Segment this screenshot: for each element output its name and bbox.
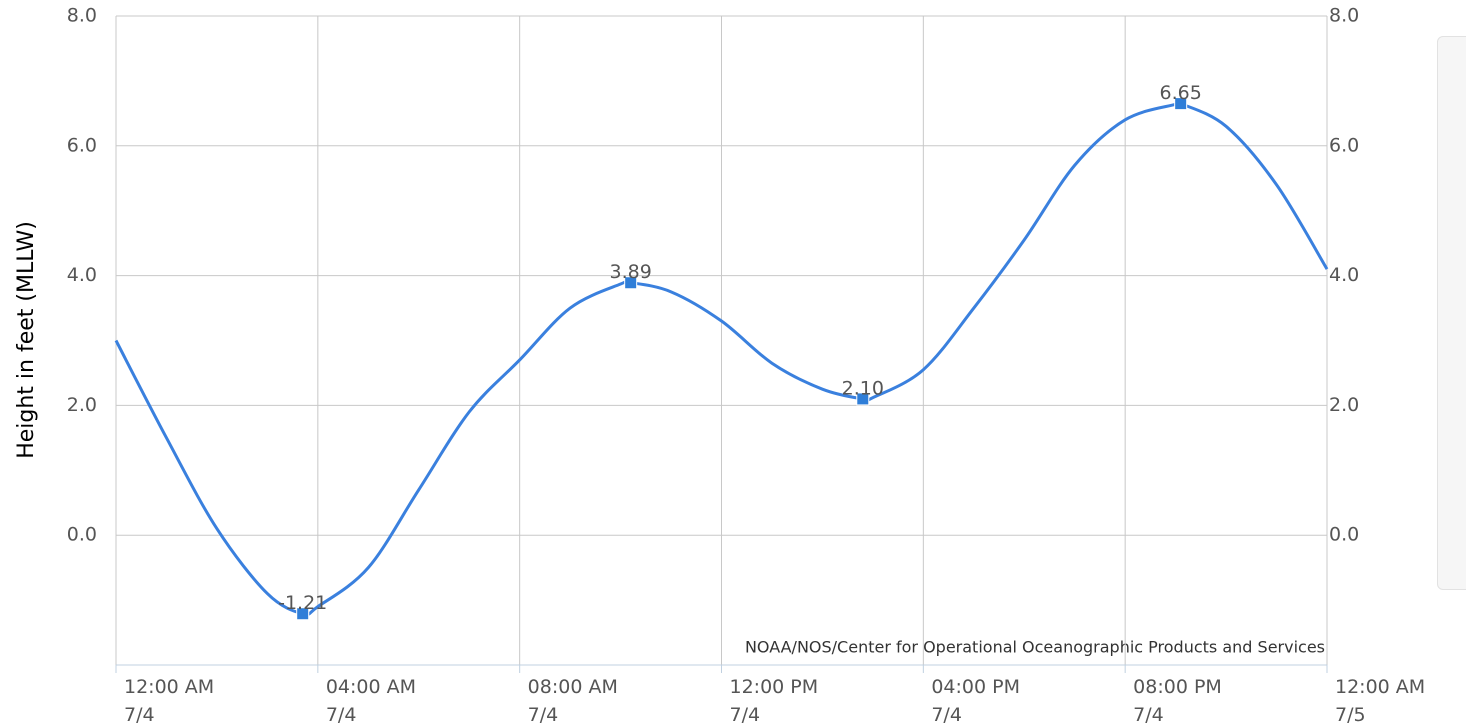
x-tick-label: 04:00 AM 7/4	[325, 676, 417, 724]
y2-tick-label: 6.0	[1329, 134, 1359, 156]
x-tick-label: 12:00 AM 7/4	[124, 676, 215, 724]
data-label: -1.21	[278, 592, 327, 614]
y-tick-label: 2.0	[67, 394, 97, 416]
y2-tick-label: 4.0	[1329, 264, 1359, 286]
grid	[115, 15, 1328, 665]
marker	[296, 607, 310, 621]
y-tick-label: 8.0	[67, 5, 97, 27]
credits: NOAA/NOS/Center for Operational Oceanogr…	[745, 638, 1325, 657]
x-tick-label: 12:00 PM 7/4	[729, 676, 819, 724]
data-label: 3.89	[610, 261, 652, 283]
x-tick-label: 08:00 PM 7/4	[1133, 676, 1222, 724]
y-axis-title: Height in feet (MLLW)	[14, 221, 39, 459]
y-tick-label: 0.0	[67, 524, 97, 546]
x-tick-label: 08:00 AM 7/4	[527, 676, 618, 724]
x-tick-label: 12:00 AM 7/5	[1335, 676, 1426, 724]
y2-tick-label: 2.0	[1329, 394, 1359, 416]
y2-tick-label: 8.0	[1329, 5, 1359, 27]
marker	[856, 392, 870, 406]
marker	[1174, 97, 1188, 111]
y-tick-label: 6.0	[67, 134, 97, 156]
marker	[624, 276, 638, 290]
y2-tick-label: 0.0	[1329, 524, 1359, 546]
data-label: 6.65	[1160, 82, 1202, 104]
data-label: 2.10	[842, 377, 884, 399]
y-tick-label: 4.0	[67, 264, 97, 286]
x-tick-label: 04:00 PM 7/4	[931, 676, 1020, 724]
side-panel	[1437, 36, 1466, 590]
